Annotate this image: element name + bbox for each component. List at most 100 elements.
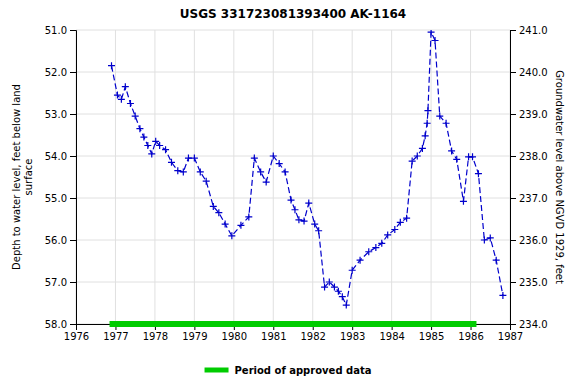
point [118, 96, 125, 103]
tick-label: 1980 [222, 331, 247, 342]
point [419, 145, 426, 152]
tick: 54.0 [45, 151, 76, 162]
tick-label: 56.0 [45, 235, 67, 246]
point [144, 142, 151, 149]
point [127, 100, 134, 107]
point [203, 178, 210, 185]
point [424, 107, 431, 114]
tick-label: 54.0 [45, 151, 67, 162]
point [397, 219, 404, 226]
point [384, 231, 391, 238]
tick: 55.0 [45, 193, 76, 204]
point [237, 222, 244, 229]
tick: 241.0 [510, 25, 548, 36]
point [475, 170, 482, 177]
grid [76, 30, 510, 324]
point [414, 153, 421, 160]
y-axis-label-line: Depth to water level, feet below land [11, 84, 22, 270]
tick-mark [510, 240, 516, 241]
point [162, 146, 169, 153]
point [378, 240, 385, 247]
point [114, 92, 121, 99]
tick-label: 1984 [379, 331, 404, 342]
tick-label: 1982 [301, 331, 326, 342]
y2-axis: 234.0 235.0 236.0 237.0 238.0 239.0 240.0 241.0 [510, 25, 548, 330]
tick: 240.0 [510, 67, 548, 78]
grid-line [76, 30, 510, 31]
tick-label: 237.0 [519, 193, 548, 204]
tick: 238.0 [510, 151, 548, 162]
point [191, 155, 198, 162]
tick-mark [70, 114, 76, 115]
point [326, 279, 333, 286]
tick-mark [70, 156, 76, 157]
tick-label: 234.0 [519, 319, 548, 330]
tick-label: 57.0 [45, 277, 67, 288]
tick-mark [510, 72, 516, 73]
point [391, 226, 398, 233]
tick-label: 1983 [340, 331, 365, 342]
point [156, 142, 163, 149]
marks [108, 30, 506, 309]
point [339, 293, 346, 300]
axis-domain [77, 325, 511, 331]
point [436, 113, 443, 120]
tick-label: 55.0 [45, 193, 67, 204]
tick-label: 51.0 [45, 25, 67, 36]
point [422, 132, 429, 139]
y2-axis-label: Groundwater level above NGVD 1929, feet [554, 70, 565, 284]
tick-label: 1979 [182, 331, 207, 342]
point [152, 138, 159, 145]
tick-mark [510, 198, 516, 199]
tick: 239.0 [510, 109, 548, 120]
grid-line [76, 72, 510, 73]
tick-label: 1987 [498, 331, 523, 342]
tick-label: 236.0 [519, 235, 548, 246]
point [136, 125, 143, 132]
point [331, 284, 338, 291]
legend-item: Period of approved data [205, 365, 372, 376]
tick-mark [70, 30, 76, 31]
tick-label: 1978 [143, 331, 168, 342]
point [282, 168, 289, 175]
legend-label: Period of approved data [235, 365, 372, 376]
tick: 1976 [64, 324, 89, 342]
tick-mark [70, 240, 76, 241]
point [228, 232, 235, 239]
point [168, 159, 175, 166]
legend-swatch [205, 368, 229, 373]
grid-line [431, 30, 432, 324]
tick: 51.0 [45, 25, 76, 36]
tick: 235.0 [510, 277, 548, 288]
y-axis-label-line: surface [23, 159, 34, 196]
y-axis: 51.052.053.054.055.056.057.058.0 [45, 25, 77, 330]
grid-line [76, 198, 510, 199]
point [428, 30, 435, 36]
tick-mark [510, 324, 516, 325]
tick-label: 58.0 [45, 319, 67, 330]
tick: 236.0 [510, 235, 548, 246]
tick-label: 1977 [103, 331, 128, 342]
point [222, 221, 229, 228]
grid-line [233, 30, 234, 324]
tick-mark [510, 156, 516, 157]
grid-line [154, 30, 155, 324]
point [148, 150, 155, 157]
point [493, 257, 500, 264]
point [469, 153, 476, 160]
series-line [112, 32, 503, 305]
grid-line [391, 30, 392, 324]
point [245, 213, 252, 220]
tick: 234.0 [510, 319, 548, 330]
point [357, 257, 364, 264]
point [132, 113, 139, 120]
grid-line [76, 282, 510, 283]
point [215, 209, 222, 216]
point [140, 134, 147, 141]
point [460, 198, 467, 205]
tick-label: 241.0 [519, 25, 548, 36]
point [448, 147, 455, 154]
point [499, 292, 506, 299]
axis-domain [70, 31, 77, 325]
point [424, 120, 431, 127]
